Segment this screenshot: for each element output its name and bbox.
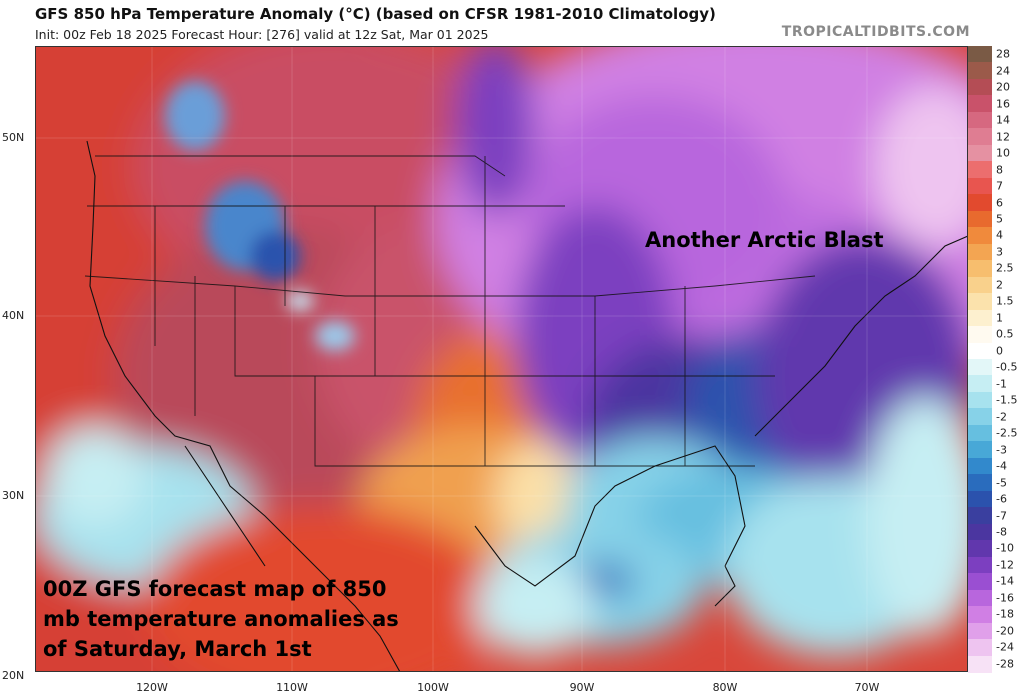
lat-label-40n: 40N <box>2 309 25 322</box>
forecast-caption: 00Z GFS forecast map of 850 mb temperatu… <box>43 577 399 661</box>
colorbar-cell <box>968 243 992 261</box>
colorbar-cell <box>968 573 992 591</box>
colorbar-cell <box>968 622 992 640</box>
map-title: GFS 850 hPa Temperature Anomaly (°C) (ba… <box>35 5 716 23</box>
lon-label-90w: 90W <box>569 681 595 694</box>
lon-label-110w: 110W <box>276 681 308 694</box>
colorbar-cell <box>968 424 992 442</box>
colorbar-cell <box>968 309 992 327</box>
colorbar-label: 7 <box>996 179 1003 193</box>
arctic-blast-annotation: Another Arctic Blast <box>645 228 884 252</box>
colorbar-label: 3 <box>996 245 1003 259</box>
colorbar-label: -24 <box>996 640 1014 654</box>
colorbar-cell <box>968 391 992 409</box>
colorbar-label: -4 <box>996 459 1007 473</box>
colorbar-label: -3 <box>996 443 1007 457</box>
colorbar-label: 0 <box>996 344 1003 358</box>
header: GFS 850 hPa Temperature Anomaly (°C) (ba… <box>0 0 1024 46</box>
colorbar-label: -1.5 <box>996 393 1018 407</box>
colorbar-cell <box>968 359 992 377</box>
lon-label-120w: 120W <box>136 681 168 694</box>
colorbar-cell <box>968 78 992 96</box>
colorbar-cell <box>968 606 992 624</box>
lat-label-50n: 50N <box>2 131 25 144</box>
colorbar-label: 14 <box>996 113 1010 127</box>
lon-label-80w: 80W <box>712 681 738 694</box>
colorbar-label: 28 <box>996 47 1010 61</box>
colorbar-label: -2 <box>996 410 1007 424</box>
colorbar-label: -10 <box>996 541 1014 555</box>
colorbar-cell <box>968 62 992 80</box>
colorbar-label: -20 <box>996 624 1014 638</box>
colorbar-label: -2.5 <box>996 426 1018 440</box>
colorbar-cell <box>968 540 992 558</box>
colorbar-cell <box>968 293 992 311</box>
colorbar-cell <box>968 523 992 541</box>
colorbar-cell <box>968 161 992 179</box>
colorbar-label: 1.5 <box>996 294 1014 308</box>
colorbar-label: 1 <box>996 311 1003 325</box>
colorbar-label: -16 <box>996 591 1014 605</box>
lat-label-20n: 20N <box>2 669 25 682</box>
colorbar-label: -28 <box>996 657 1014 671</box>
colorbar-cell <box>968 128 992 146</box>
state-borders <box>84 155 816 467</box>
colorbar-cell <box>968 490 992 508</box>
colorbar-cell <box>968 556 992 574</box>
colorbar-cell <box>968 474 992 492</box>
colorbar-cell <box>968 194 992 212</box>
colorbar-cell <box>968 210 992 228</box>
colorbar-cell <box>968 177 992 195</box>
colorbar-cell <box>968 46 992 64</box>
colorbar-label: -14 <box>996 574 1014 588</box>
colorbar-cell <box>968 457 992 475</box>
colorbar-label: 5 <box>996 212 1003 226</box>
colorbar-label: 16 <box>996 97 1010 111</box>
colorbar-label: 10 <box>996 146 1010 160</box>
colorbar-cell <box>968 589 992 607</box>
colorbar-cell <box>968 408 992 426</box>
colorbar-label: 4 <box>996 228 1003 242</box>
colorbar-cell <box>968 95 992 113</box>
colorbar-cell <box>968 441 992 459</box>
colorbar-label: 6 <box>996 196 1003 209</box>
coastlines <box>86 140 968 672</box>
colorbar-label: -12 <box>996 558 1014 572</box>
colorbar-cell <box>968 144 992 162</box>
lon-label-70w: 70W <box>854 681 880 694</box>
colorbar-label: -0.5 <box>996 360 1018 374</box>
brand-watermark: TROPICALTIDBITS.COM <box>781 24 970 40</box>
graticule <box>35 46 968 672</box>
colorbar-cell <box>968 375 992 393</box>
colorbar-label: -1 <box>996 377 1007 391</box>
colorbar-cell <box>968 639 992 657</box>
colorbar-cell <box>968 227 992 245</box>
temperature-anomaly-map <box>35 46 968 672</box>
map-subtitle: Init: 00z Feb 18 2025 Forecast Hour: [27… <box>35 27 489 42</box>
lat-label-30n: 30N <box>2 489 25 502</box>
colorbar-label: 8 <box>996 163 1003 177</box>
colorbar-label: -6 <box>996 492 1007 506</box>
colorbar-label: 12 <box>996 130 1010 144</box>
colorbar-cell <box>968 507 992 525</box>
colorbar-label: 24 <box>996 64 1010 78</box>
colorbar-label: -7 <box>996 509 1007 522</box>
colorbar-label: 2 <box>996 278 1003 292</box>
lon-label-100w: 100W <box>417 681 449 694</box>
colorbar-cell <box>968 276 992 294</box>
colorbar-label: 2.5 <box>996 261 1014 275</box>
colorbar-cell <box>968 260 992 278</box>
colorbar-label: -18 <box>996 607 1014 621</box>
colorbar-cell <box>968 111 992 129</box>
colorbar-label: 0.5 <box>996 327 1014 341</box>
colorbar-label: -5 <box>996 476 1007 490</box>
colorbar-cell <box>968 655 992 673</box>
colorbar-label: -8 <box>996 525 1007 539</box>
colorbar-label: 20 <box>996 80 1010 94</box>
colorbar <box>968 46 992 673</box>
colorbar-cell <box>968 326 992 344</box>
colorbar-cell <box>968 342 992 360</box>
